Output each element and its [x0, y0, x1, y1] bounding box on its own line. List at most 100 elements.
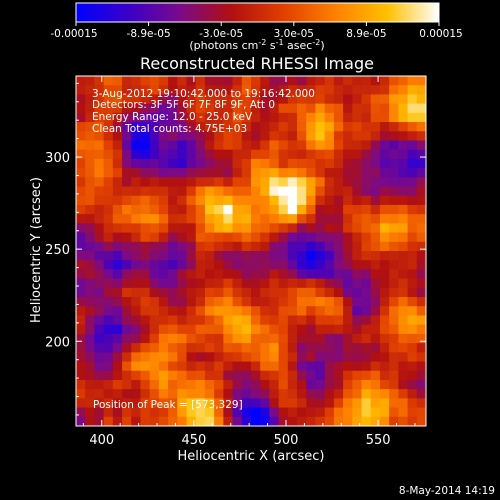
heatmap-cell — [379, 223, 390, 233]
heatmap-cell — [177, 251, 187, 261]
heatmap-cell — [333, 315, 344, 326]
heatmap-cell — [85, 287, 95, 298]
heatmap-cell — [343, 140, 353, 151]
heatmap-cell — [241, 204, 252, 215]
heatmap-cell — [306, 370, 316, 381]
heatmap-cell — [407, 306, 418, 316]
heatmap-cell — [389, 278, 399, 289]
heatmap-cell — [389, 379, 399, 390]
heatmap-cell — [306, 333, 316, 344]
heatmap-cell — [241, 223, 252, 233]
heatmap-cell — [416, 370, 427, 381]
heatmap-cell — [370, 416, 381, 427]
heatmap-cell — [168, 278, 178, 289]
heatmap-cell — [407, 352, 418, 362]
heatmap-cell — [103, 149, 114, 160]
heatmap-cell — [149, 85, 160, 95]
heatmap-cell — [379, 85, 390, 95]
heatmap-cell — [269, 287, 280, 298]
heatmap-cell — [85, 177, 95, 187]
heatmap-cell — [324, 186, 335, 197]
heatmap-cell — [214, 195, 224, 206]
heatmap-cell — [195, 232, 206, 243]
heatmap-cell — [352, 131, 362, 141]
heatmap-cell — [103, 379, 114, 390]
heatmap-cell — [324, 269, 335, 280]
heatmap-cell — [177, 278, 187, 289]
heatmap-cell — [287, 204, 298, 215]
heatmap-cell — [195, 177, 206, 187]
heatmap-cell — [223, 352, 233, 362]
heatmap-cell — [260, 343, 270, 353]
heatmap-cell — [333, 333, 344, 344]
heatmap-cell — [407, 158, 418, 169]
heatmap-cell — [333, 223, 344, 233]
heatmap-cell — [76, 333, 86, 344]
heatmap-cell — [361, 241, 372, 252]
heatmap-cell — [140, 297, 151, 307]
heatmap-cell — [389, 122, 399, 132]
heatmap-cell — [389, 112, 399, 123]
heatmap-cell — [343, 195, 353, 206]
heatmap-cell — [223, 278, 233, 289]
heatmap-cell — [241, 352, 252, 362]
heatmap-cell — [306, 85, 316, 95]
heatmap-cell — [94, 140, 105, 151]
heatmap-cell — [398, 177, 408, 187]
heatmap-cell — [324, 251, 335, 261]
heatmap-cell — [407, 379, 418, 390]
heatmap-cell — [389, 297, 399, 307]
heatmap-cell — [361, 315, 372, 326]
heatmap-cell — [278, 370, 289, 381]
heatmap-cell — [333, 343, 344, 353]
heatmap-cell — [407, 407, 418, 418]
heatmap-cell — [94, 361, 105, 372]
heatmap-cell — [416, 103, 427, 114]
heatmap-cell — [343, 333, 353, 344]
heatmap-cell — [94, 223, 105, 233]
heatmap-cell — [389, 361, 399, 372]
heatmap-cell — [370, 315, 381, 326]
heatmap-cell — [379, 315, 390, 326]
heatmap-cell — [269, 112, 280, 123]
heatmap-cell — [177, 260, 187, 270]
heatmap-cell — [278, 214, 289, 224]
heatmap-cell — [398, 131, 408, 141]
heatmap-cell — [168, 122, 178, 132]
heatmap-cell — [195, 306, 206, 316]
heatmap-cell — [324, 324, 335, 335]
heatmap-cell — [287, 241, 298, 252]
heatmap-cell — [343, 177, 353, 187]
heatmap-cell — [177, 168, 187, 178]
heatmap-cell — [131, 168, 141, 178]
heatmap-cell — [186, 287, 197, 298]
heatmap-cell — [158, 297, 169, 307]
heatmap-cell — [361, 223, 372, 233]
heatmap-cell — [370, 251, 381, 261]
heatmap-cell — [158, 177, 169, 187]
heatmap-cell — [297, 186, 307, 197]
heatmap-cell — [315, 232, 326, 243]
heatmap-cell — [195, 269, 206, 280]
heatmap-cell — [260, 389, 270, 399]
heatmap-cell — [269, 398, 280, 408]
heatmap-cell — [251, 177, 261, 187]
heatmap-cell — [315, 260, 326, 270]
heatmap-cell — [361, 343, 372, 353]
heatmap-cell — [260, 315, 270, 326]
heatmap-cell — [398, 361, 408, 372]
heatmap-cell — [149, 278, 160, 289]
heatmap-cell — [352, 370, 362, 381]
heatmap-cell — [204, 85, 215, 95]
heatmap-cell — [315, 241, 326, 252]
heatmap-cell — [168, 416, 178, 427]
heatmap-cell — [352, 260, 362, 270]
heatmap-cell — [223, 168, 233, 178]
heatmap-cell — [352, 223, 362, 233]
heatmap-cell — [343, 306, 353, 316]
heatmap-cell — [131, 287, 141, 298]
heatmap-cell — [269, 241, 280, 252]
heatmap-cell — [94, 260, 105, 270]
heatmap-cell — [232, 76, 243, 86]
heatmap-cell — [297, 131, 307, 141]
